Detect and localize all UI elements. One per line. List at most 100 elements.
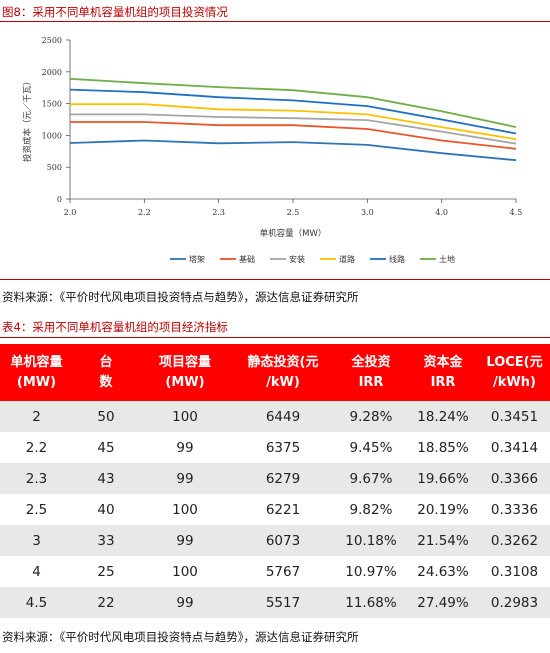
legend-label: 道路 (339, 254, 355, 264)
table-cell: 5767 (231, 556, 335, 587)
table-cell: 3 (0, 525, 73, 556)
table-cell: 6449 (231, 401, 335, 432)
table-cell: 27.49% (407, 587, 479, 618)
header-line: 单机容量 (10, 354, 63, 370)
table-cell: 21.54% (407, 525, 479, 556)
y-axis-label: 投资成本（元／千瓦） (22, 77, 33, 162)
y-tick-label: 1000 (42, 131, 62, 140)
y-tick-label: 2500 (42, 36, 62, 45)
header-line: /kWh) (493, 374, 536, 390)
legend-label: 基础 (239, 254, 255, 264)
table-cell: 2.5 (0, 494, 73, 525)
header-line: IRR (430, 374, 456, 390)
x-tick-label: 4.5 (510, 208, 523, 217)
series-line-基础 (70, 121, 517, 150)
table-cell: 100 (139, 494, 231, 525)
table-row: 2.3 43 99 6279 9.67% 19.66% 0.3366 (0, 463, 550, 494)
series-line-塔架 (69, 139, 517, 162)
table-cell: 33 (73, 525, 139, 556)
table-cell: 11.68% (335, 587, 407, 618)
table-cell: 9.82% (335, 494, 407, 525)
table-cell: 0.3451 (479, 401, 550, 432)
table-cell: 6279 (231, 463, 335, 494)
header-line: 数 (99, 374, 113, 390)
table-caption: 表4：采用不同单机容量机组的项目经济指标 (2, 320, 228, 334)
table-row: 4 25 100 5767 10.97% 24.63% 0.3108 (0, 556, 550, 587)
figure-source: 资料来源：《平价时代风电项目投资特点与趋势》，源达信息证券研究所 (2, 290, 359, 304)
legend-label: 线路 (389, 254, 405, 264)
table-cell: 0.3414 (479, 432, 550, 463)
y-tick-label: 2000 (42, 68, 62, 77)
figure-bottom-rule (0, 279, 550, 280)
table-cell: 20.19% (407, 494, 479, 525)
table-cell: 6073 (231, 525, 335, 556)
header-line: (MW) (165, 374, 205, 390)
investment-line-chart: 0 500 1000 1500 2000 2500 2.0 2.2 2.3 2.5 3.0 4.0 4… (22, 36, 523, 264)
legend-label: 塔架 (189, 254, 205, 264)
series-lines (69, 77, 517, 162)
table-cell: 0.3336 (479, 494, 550, 525)
table-cell: 99 (139, 432, 231, 463)
header-cell: 项目容量 (MW) (139, 344, 231, 401)
y-tick-label: 500 (47, 163, 62, 172)
table-cell: 2 (0, 401, 73, 432)
table-cell: 0.3108 (479, 556, 550, 587)
table-cell: 9.45% (335, 432, 407, 463)
header-line: 台 (99, 354, 113, 370)
table-cell: 0.3366 (479, 463, 550, 494)
table-cell: 45 (73, 432, 139, 463)
figure-caption-rule (0, 21, 550, 22)
header-cell: LOCE(元/kWh) (479, 344, 550, 401)
header-line: LOCE(元 (486, 354, 543, 370)
table-cell: 0.3262 (479, 525, 550, 556)
table-cell: 4 (0, 556, 73, 587)
header-cell: 全投资 IRR (335, 344, 407, 401)
legend-label: 土地 (439, 254, 455, 264)
table-cell: 40 (73, 494, 139, 525)
table-cell: 99 (139, 525, 231, 556)
header-line: 项目容量 (158, 354, 211, 370)
table-cell: 9.28% (335, 401, 407, 432)
series-line-道路 (70, 103, 517, 141)
economics-table: 单机容量 (MW) 台数 项目容量 (MW) 静态投资(元/kW) 全投资 IRR 资本金 IRR… (0, 344, 550, 618)
header-line: (MW) (16, 374, 57, 390)
table-cell: 10.18% (335, 525, 407, 556)
table-cell: 6375 (231, 432, 335, 463)
table-cell: 99 (139, 463, 231, 494)
header-line: 静态投资(元 (247, 354, 319, 370)
x-tick-label: 2.2 (138, 208, 151, 217)
table-cell: 43 (73, 463, 139, 494)
table-cell: 9.67% (335, 463, 407, 494)
series-line-土地 (69, 77, 517, 128)
header-cell: 静态投资(元/kW) (231, 344, 335, 401)
header-line: 资本金 (423, 354, 463, 370)
header-cell: 台数 (73, 344, 139, 401)
x-tick-label: 4.0 (435, 208, 448, 217)
header-line: /kW) (266, 374, 300, 390)
table-cell: 100 (139, 556, 231, 587)
series-line-线路 (69, 88, 517, 135)
y-tick-label: 0 (57, 195, 62, 204)
table-row: 4.5 22 99 5517 11.68% 27.49% 0.2983 (0, 587, 550, 618)
table-cell: 0.2983 (479, 587, 550, 618)
header-line: IRR (358, 374, 384, 390)
table-row: 2.2 45 99 6375 9.45% 18.85% 0.3414 (0, 432, 550, 463)
table-cell: 100 (139, 401, 231, 432)
table-cell: 10.97% (335, 556, 407, 587)
table-caption-rule (0, 337, 550, 338)
table-cell: 99 (139, 587, 231, 618)
table-cell: 2.3 (0, 463, 73, 494)
table-cell: 50 (73, 401, 139, 432)
table-row: 2 50 100 6449 9.28% 18.24% 0.3451 (0, 401, 550, 432)
table-cell: 18.85% (407, 432, 479, 463)
table-cell: 6221 (231, 494, 335, 525)
table-source: 资料来源：《平价时代风电项目投资特点与趋势》，源达信息证券研究所 (2, 630, 359, 644)
table-cell: 19.66% (407, 463, 479, 494)
x-axis: 2.0 2.2 2.3 2.5 3.0 4.0 4.5 (64, 198, 523, 217)
legend: 塔架 基础 安装 道路 线路 土地 (170, 254, 455, 264)
series-line-安装 (70, 113, 517, 145)
x-tick-label: 2.3 (212, 208, 225, 217)
table-cell: 25 (73, 556, 139, 587)
figure-caption: 图8：采用不同单机容量机组的项目投资情况 (2, 5, 228, 19)
x-tick-label: 2.0 (64, 208, 77, 217)
